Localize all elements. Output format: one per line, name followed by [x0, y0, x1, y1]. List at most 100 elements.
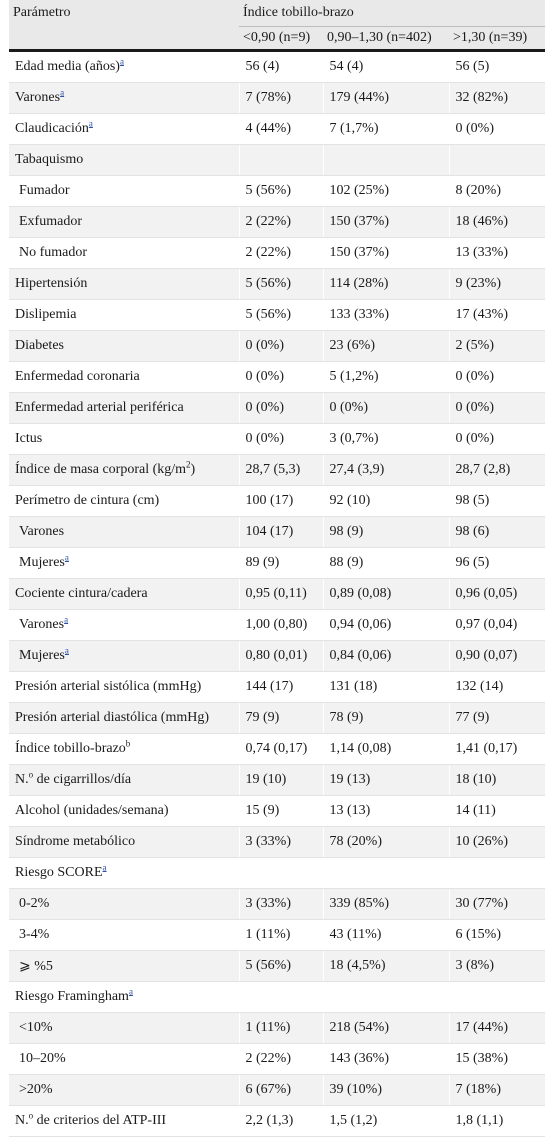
row-label-cell: Cociente cintura/cadera: [9, 578, 239, 610]
value-cell: 30 (77%): [448, 888, 545, 920]
value-cell: 18 (10): [448, 764, 545, 796]
row-label-cell: Dislipemia: [9, 299, 239, 331]
row-label: Claudicación: [15, 121, 89, 136]
value-cell: 114 (28%): [322, 268, 449, 300]
row-label-cell: Varones: [9, 516, 239, 548]
footnote-link[interactable]: a: [88, 118, 93, 129]
table-row: Exfumador 2 (22%) 150 (37%) 18 (46%): [9, 206, 545, 238]
table-row: Índice de masa corporal (kg/m2) 28,7 (5,3…: [9, 454, 545, 486]
row-label-cell: 10–20%: [9, 1043, 239, 1075]
value-cell: 78 (9): [322, 702, 449, 734]
value-cell: 2 (22%): [238, 1043, 323, 1075]
value-cell: 131 (18): [322, 671, 449, 703]
row-label-cell: Ictus: [9, 423, 239, 455]
value-cell: 32 (82%): [448, 82, 545, 114]
value-cell: 17 (43%): [448, 299, 545, 331]
value-cell: [238, 857, 323, 889]
table-row: 10–20% 2 (22%) 143 (36%) 15 (38%): [9, 1043, 545, 1075]
table-row: 0-2% 3 (33%) 339 (85%) 30 (77%): [9, 888, 545, 920]
row-label: Cociente cintura/cadera: [15, 586, 148, 601]
row-label: Mujeres: [19, 648, 65, 663]
value-cell: 143 (36%): [322, 1043, 449, 1075]
row-label-cell: >20%: [9, 1074, 239, 1106]
value-cell: 104 (17): [238, 516, 323, 548]
value-cell: 18 (46%): [448, 206, 545, 238]
value-cell: 102 (25%): [322, 175, 449, 207]
row-label-cell: Perímetro de cintura (cm): [9, 485, 239, 517]
row-label: 0-2%: [19, 896, 50, 911]
value-cell: 339 (85%): [322, 888, 449, 920]
row-label: Perímetro de cintura (cm): [15, 493, 160, 508]
row-label: N.: [15, 772, 29, 787]
table-row: Mujeresa 0,80 (0,01) 0,84 (0,06) 0,90 (0,07…: [9, 640, 545, 672]
value-cell: 92 (10): [322, 485, 449, 517]
row-label-cell: Claudicacióna: [9, 113, 239, 145]
value-cell: 0,90 (0,07): [448, 640, 545, 672]
table-row: Varones 104 (17) 98 (9) 98 (6): [9, 516, 545, 548]
value-cell: 3 (33%): [238, 888, 323, 920]
row-label: Ictus: [15, 431, 43, 446]
table-row: Cociente cintura/cadera 0,95 (0,11) 0,89 (…: [9, 578, 545, 610]
row-label-cell: <10%: [9, 1012, 239, 1044]
value-cell: 8 (20%): [448, 175, 545, 207]
table-row: Síndrome metabólico 3 (33%) 78 (20%) 10 (26…: [9, 826, 545, 858]
table-row: N.o de criterios del ATP-III 2,2 (1,3) 1,5…: [9, 1105, 545, 1137]
value-cell: 15 (38%): [448, 1043, 545, 1075]
value-cell: 96 (5): [448, 547, 545, 579]
value-cell: 10 (26%): [448, 826, 545, 858]
superscript: b: [125, 738, 131, 749]
value-cell: 9 (23%): [448, 268, 545, 300]
value-cell: 2,2 (1,3): [238, 1105, 323, 1137]
row-label: Exfumador: [19, 214, 82, 229]
abi-parameters-table: Parámetro Índice tobillo-brazo <0,90 (n=…: [9, 0, 545, 1137]
value-cell: 179 (44%): [322, 82, 449, 114]
row-label-cell: Riesgo Framinghama: [9, 981, 239, 1013]
value-cell: 0 (0%): [238, 392, 323, 424]
footnote-link[interactable]: a: [60, 87, 65, 98]
value-cell: 5 (56%): [238, 299, 323, 331]
value-cell: [322, 857, 449, 889]
footnote-link[interactable]: a: [64, 645, 69, 656]
value-cell: [448, 981, 545, 1013]
value-cell: 0,89 (0,08): [322, 578, 449, 610]
value-cell: 133 (33%): [322, 299, 449, 331]
value-cell: 2 (22%): [238, 206, 323, 238]
row-label-cell: N.o de cigarrillos/día: [9, 764, 239, 796]
row-label-cell: Diabetes: [9, 330, 239, 362]
value-cell: 1,00 (0,80): [238, 609, 323, 641]
row-label-cell: Síndrome metabólico: [9, 826, 239, 858]
row-label-cell: Varonesa: [9, 82, 239, 114]
table-row: Índice tobillo-brazob 0,74 (0,17) 1,14 (0,…: [9, 733, 545, 765]
header-abi-group: Índice tobillo-brazo: [239, 0, 545, 27]
value-cell: 1,8 (1,1): [448, 1105, 545, 1137]
row-label: Índice tobillo-brazo: [15, 741, 126, 756]
value-cell: 0,80 (0,01): [238, 640, 323, 672]
table-row: Tabaquismo: [9, 144, 545, 176]
table-row: Presión arterial diastólica (mmHg) 79 (9)…: [9, 702, 545, 734]
row-label-cell: Índice tobillo-brazob: [9, 733, 239, 765]
value-cell: 0 (0%): [448, 113, 545, 145]
row-label-cell: Fumador: [9, 175, 239, 207]
value-cell: 3 (0,7%): [322, 423, 449, 455]
value-cell: 0 (0%): [238, 423, 323, 455]
row-label: Dislipemia: [15, 307, 77, 322]
value-cell: 28,7 (5,3): [238, 454, 323, 486]
footnote-link[interactable]: a: [128, 986, 133, 997]
row-label-cell: Enfermedad coronaria: [9, 361, 239, 393]
footnote-link[interactable]: a: [119, 56, 124, 67]
row-label: Fumador: [19, 183, 70, 198]
header-col-normal: 0,90–1,30 (n=402): [323, 26, 449, 52]
row-label: Enfermedad arterial periférica: [15, 400, 184, 415]
footnote-link[interactable]: a: [102, 862, 107, 873]
value-cell: 144 (17): [238, 671, 323, 703]
row-label: Presión arterial sistólica (mmHg): [15, 679, 202, 694]
row-label: Enfermedad coronaria: [15, 369, 140, 384]
row-label: Presión arterial diastólica (mmHg): [15, 710, 209, 725]
value-cell: 1,14 (0,08): [322, 733, 449, 765]
footnote-link[interactable]: a: [64, 552, 69, 563]
table-row: Ictus 0 (0%) 3 (0,7%) 0 (0%): [9, 423, 545, 455]
row-label: Hipertensión: [15, 276, 88, 291]
footnote-link[interactable]: a: [64, 614, 69, 625]
value-cell: 0 (0%): [448, 361, 545, 393]
value-cell: 19 (10): [238, 764, 323, 796]
